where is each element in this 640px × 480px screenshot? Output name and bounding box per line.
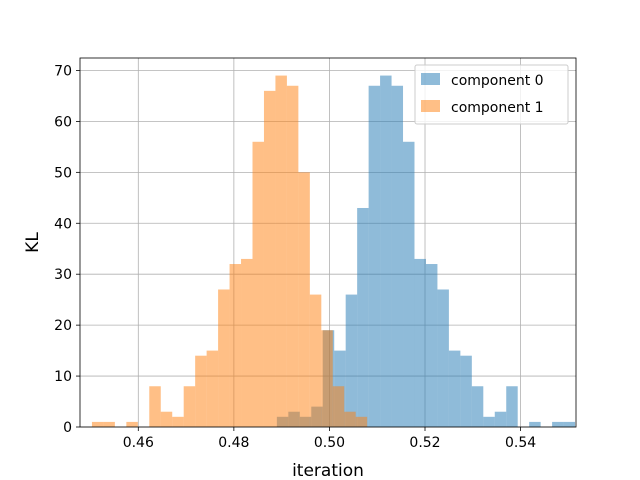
bar-component-0-bin-17: [471, 386, 484, 427]
y-tick-label: 0: [63, 420, 72, 436]
bar-component-0-bin-18: [483, 416, 495, 427]
histogram-bars: [91, 75, 576, 428]
y-tick-label: 10: [54, 369, 72, 385]
legend-box: [414, 64, 569, 125]
bar-component-0-bin-6: [345, 294, 358, 427]
bar-component-1-bin-23: [355, 416, 368, 427]
bar-component-0-bin-8: [368, 85, 381, 428]
bar-component-1-bin-8: [183, 386, 196, 427]
bar-component-1-bin-15: [263, 90, 276, 428]
y-tick-label: 50: [54, 165, 72, 181]
axis-ticks: 0.46 0.48 0.50 0.52 0.54 0 10 20 30 40 50 60 70: [54, 63, 536, 451]
bar-component-0-bin-20: [506, 386, 518, 427]
legend-label-component-0: component 0: [451, 73, 544, 89]
legend-label-component-1: component 1: [451, 100, 544, 116]
bar-component-1-bin-18: [298, 172, 310, 427]
bar-component-0-bin-15: [448, 350, 461, 427]
bar-component-0-bin-14: [437, 289, 449, 427]
y-tick-label: 70: [54, 63, 72, 79]
bar-component-1-bin-11: [218, 289, 230, 427]
bar-component-1-bin-9: [195, 355, 207, 427]
bar-component-1-bin-1: [103, 421, 115, 427]
bar-component-1-bin-21: [332, 386, 345, 427]
bar-component-1-bin-16: [275, 75, 287, 428]
bar-component-1-bin-12: [229, 264, 242, 427]
bar-component-1-bin-3: [126, 421, 138, 427]
legend-swatch-component-1: [421, 100, 440, 112]
series-component-1: [91, 75, 368, 428]
bar-component-0-bin-22: [529, 421, 541, 427]
bar-component-0-bin-12: [414, 258, 426, 427]
plot-frame: [79, 57, 577, 428]
bar-component-0-bin-9: [380, 75, 392, 428]
bar-component-1-bin-6: [160, 411, 173, 427]
bar-component-1-bin-7: [172, 416, 184, 427]
bar-component-1-bin-17: [286, 85, 299, 428]
bar-component-1-bin-13: [241, 258, 253, 427]
bar-component-0-bin-24: [552, 421, 564, 427]
bar-component-0-bin-10: [391, 85, 404, 428]
bar-component-1-bin-19: [309, 294, 322, 427]
bar-component-1-bin-22: [344, 411, 356, 427]
bar-component-1-bin-14: [252, 141, 264, 428]
bar-component-0-bin-13: [425, 264, 438, 427]
bar-component-1-bin-20: [321, 330, 333, 427]
bar-component-1-bin-10: [206, 350, 219, 427]
bar-component-0-bin-25: [563, 421, 576, 427]
y-tick-label: 60: [54, 114, 72, 130]
y-axis-label: KL: [23, 232, 43, 253]
x-tick-label: 0.50: [314, 435, 345, 451]
x-tick-label: 0.52: [409, 435, 440, 451]
legend: component 0 component 1: [414, 64, 569, 125]
bar-component-1-bin-0: [91, 421, 104, 427]
y-tick-label: 40: [54, 216, 72, 232]
y-tick-label: 30: [54, 267, 72, 283]
x-tick-label: 0.46: [123, 435, 154, 451]
bar-component-0-bin-19: [494, 411, 507, 427]
bar-component-0-bin-16: [460, 355, 472, 427]
x-tick-label: 0.54: [505, 435, 536, 451]
legend-swatch-component-0: [421, 73, 440, 85]
bar-component-0-bin-7: [357, 207, 369, 427]
bar-component-0-bin-11: [403, 141, 415, 428]
bar-component-1-bin-5: [149, 386, 161, 427]
x-axis-label: iteration: [292, 461, 364, 480]
y-tick-label: 20: [54, 318, 72, 334]
x-tick-label: 0.48: [218, 435, 249, 451]
